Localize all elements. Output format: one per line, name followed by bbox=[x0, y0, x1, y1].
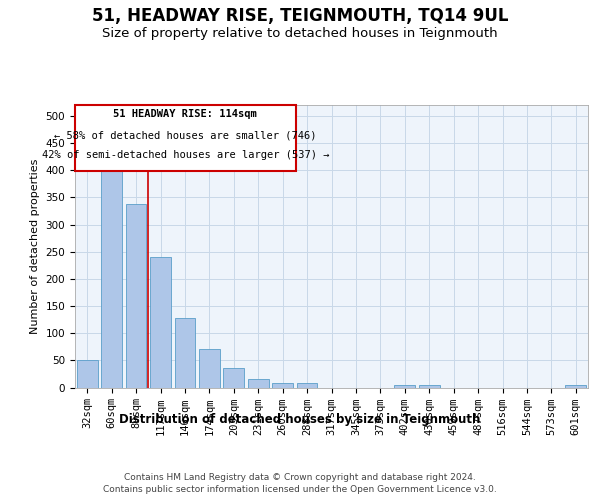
Bar bbox=[272, 383, 293, 388]
Bar bbox=[150, 257, 171, 388]
Bar bbox=[125, 204, 146, 388]
Y-axis label: Number of detached properties: Number of detached properties bbox=[30, 158, 40, 334]
FancyBboxPatch shape bbox=[75, 105, 296, 172]
Text: Size of property relative to detached houses in Teignmouth: Size of property relative to detached ho… bbox=[102, 28, 498, 40]
Text: Distribution of detached houses by size in Teignmouth: Distribution of detached houses by size … bbox=[119, 412, 481, 426]
Bar bbox=[565, 385, 586, 388]
Text: 51, HEADWAY RISE, TEIGNMOUTH, TQ14 9UL: 51, HEADWAY RISE, TEIGNMOUTH, TQ14 9UL bbox=[92, 8, 508, 26]
Text: Contains HM Land Registry data © Crown copyright and database right 2024.
Contai: Contains HM Land Registry data © Crown c… bbox=[103, 472, 497, 494]
Bar bbox=[101, 170, 122, 388]
Text: 51 HEADWAY RISE: 114sqm: 51 HEADWAY RISE: 114sqm bbox=[113, 109, 257, 119]
Text: ← 58% of detached houses are smaller (746): ← 58% of detached houses are smaller (74… bbox=[54, 130, 317, 140]
Bar bbox=[394, 385, 415, 388]
Bar bbox=[248, 380, 269, 388]
Bar bbox=[223, 368, 244, 388]
Bar bbox=[419, 385, 440, 388]
Bar bbox=[199, 350, 220, 388]
Bar bbox=[175, 318, 196, 388]
Bar bbox=[296, 383, 317, 388]
Text: 42% of semi-detached houses are larger (537) →: 42% of semi-detached houses are larger (… bbox=[41, 150, 329, 160]
Bar bbox=[77, 360, 98, 388]
